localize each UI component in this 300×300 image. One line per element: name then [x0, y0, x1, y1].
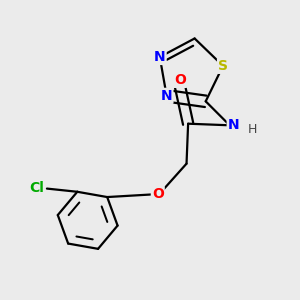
Text: O: O	[152, 187, 164, 201]
Text: S: S	[218, 59, 228, 73]
Text: H: H	[247, 123, 256, 136]
Text: N: N	[154, 50, 166, 64]
Text: O: O	[174, 73, 186, 87]
Text: N: N	[161, 89, 172, 103]
Text: Cl: Cl	[29, 181, 44, 195]
Text: N: N	[228, 118, 239, 132]
